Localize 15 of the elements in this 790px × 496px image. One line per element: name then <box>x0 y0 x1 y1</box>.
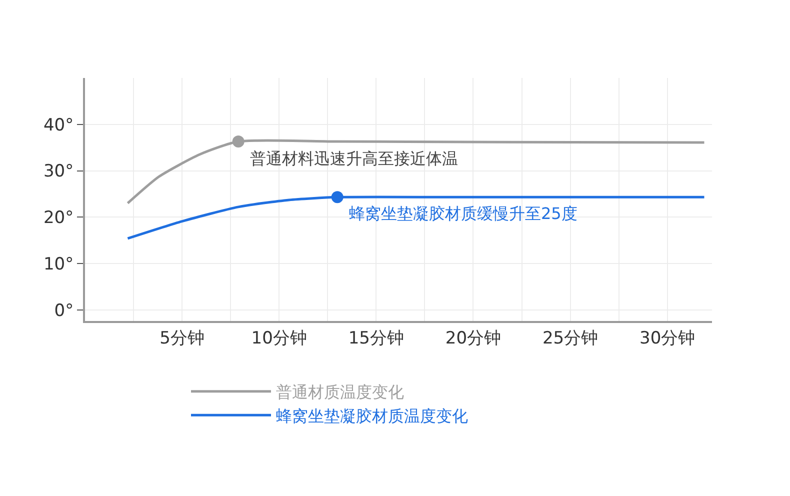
x-tick-label: 10分钟 <box>251 328 307 348</box>
y-tick-label: 40° <box>43 115 74 136</box>
y-tick-label: 10° <box>43 254 74 274</box>
annotation: 蜂窝坐垫凝胶材质缓慢升至25度 <box>349 204 578 223</box>
y-tick-label: 30° <box>43 162 74 182</box>
x-tick-label: 5分钟 <box>160 328 204 348</box>
legend-label: 普通材质温度变化 <box>276 382 404 402</box>
annotation: 普通材料迅速升高至接近体温 <box>250 149 458 168</box>
legend-label: 蜂窝坐垫凝胶材质温度变化 <box>276 406 468 426</box>
x-tick-label: 30分钟 <box>640 328 696 348</box>
x-tick-label: 20分钟 <box>445 328 502 348</box>
y-tick-label: 20° <box>43 208 74 228</box>
x-tick-label: 25分钟 <box>542 328 598 348</box>
y-tick-label: 0° <box>54 300 74 321</box>
x-tick-label: 15分钟 <box>348 328 404 348</box>
